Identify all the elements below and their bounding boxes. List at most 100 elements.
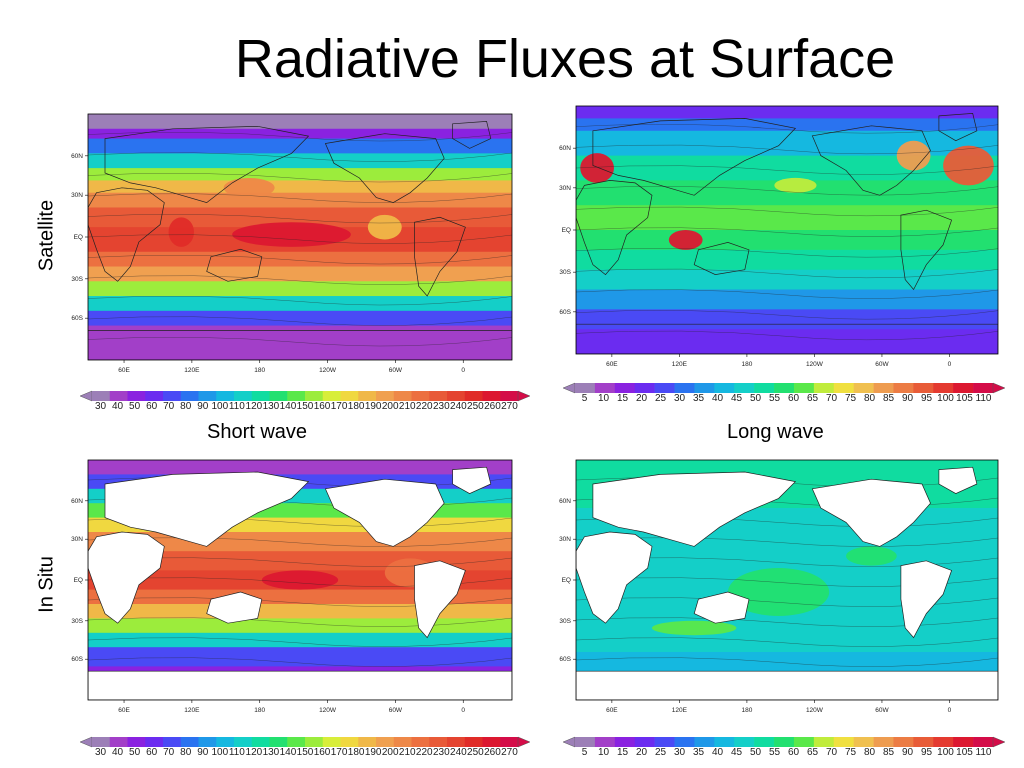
colorbar-level-label: 70 [825,393,838,404]
colorbar-level-label: 25 [654,393,667,404]
colorbar-swatch [447,391,466,401]
colorbar-level-label: 60 [787,747,800,758]
continent-outline [811,125,931,196]
continent-outline [576,531,653,624]
contour-line [576,637,998,647]
colorbar-swatch [833,737,854,747]
colorbar-swatch [251,391,270,401]
lat-tick-label: 60N [71,498,83,505]
flux-region [367,214,402,240]
contour-line [88,316,512,326]
colorbar-shortwave-top: 30 40 50 60 70 80 90 100 110 120 130 140 150 160 170 18… [79,389,531,417]
flux-band [88,310,512,327]
contour-line [88,295,512,306]
colorbar-level-label: 200 [381,401,399,412]
map-panel-shortwave-satellite: 60E 120E 180 120W 60W 0 60N 30N EQ 30S 60S [60,110,520,378]
lon-tick-label: 0 [948,707,952,714]
colorbar-level-label: 100 [211,747,229,758]
colorbar-level-label: 90 [901,747,914,758]
colorbar-swatch [500,737,519,747]
colorbar-swatch [464,391,483,401]
lon-tick-label: 0 [461,367,465,374]
colorbar-swatch [234,737,253,747]
continent-outline [414,216,466,297]
colorbar-level-label: 60 [146,401,158,412]
lon-tick-label: 60E [118,707,130,714]
lon-tick-label: 180 [254,367,265,374]
colorbar-svg [562,736,1006,748]
lon-tick-label: 60E [606,361,618,368]
colorbar-level-label: 50 [129,401,141,412]
colorbar-level-label: 140 [279,747,297,758]
colorbar-level-label: 30 [94,401,107,412]
colorbar-shortwave-bottom: 30 40 50 60 70 80 90 100 110 120 130 140 150 160 170 18… [79,735,531,763]
flux-region [261,570,339,590]
colorbar-swatch [674,383,695,393]
continent-outline [88,330,512,360]
lon-tick-label: 120E [672,361,688,368]
colorbar-labels: 5 10 15 20 25 30 35 40 45 50 55 60 65 70 75 80 85 90 95 100… [563,747,1005,759]
continent-outline [592,471,797,547]
colorbar-level-label: 110 [975,747,992,758]
colorbar-swatch [774,737,795,747]
lon-tick-label: 60E [118,367,130,374]
flux-band [88,325,512,360]
map-panel-longwave-satellite: 60E 120E 180 120W 60W 0 60N 30N EQ 30S 60S [548,102,1006,372]
colorbar-level-label: 65 [806,393,819,404]
flux-band [576,118,998,132]
colorbar-level-label: 200 [381,747,399,758]
colorbar-svg [79,736,531,748]
colorbar-level-label: 65 [806,747,819,758]
flux-band [88,604,512,619]
column-label-long-wave: Long wave [727,421,824,443]
colorbar-swatch [933,383,954,393]
colorbar-swatch [322,737,341,747]
colorbar-swatch [180,391,199,401]
colorbar-swatch [145,391,164,401]
map-panel-shortwave-in-situ: 60E 120E 180 120W 60W 0 60N 30N EQ 30S 60S [60,456,520,718]
lat-tick-label: 60S [71,315,83,322]
colorbar-swatch [973,737,994,747]
colorbar-level-label: 40 [711,393,724,404]
lon-tick-label: 120W [806,707,824,714]
continent-outline [324,478,445,547]
continent-outline [592,118,797,196]
colorbar-level-label: 250 [467,747,484,758]
colorbar-level-label: 95 [920,747,933,758]
colorbar-swatch [127,737,146,747]
lat-tick-label: 30N [559,536,571,543]
flux-band [576,289,998,310]
contour-line [88,275,512,285]
contour-line [576,268,998,279]
lat-tick-label: 60N [559,498,571,505]
colorbar-level-label: 240 [450,747,467,758]
flux-band [576,309,998,330]
colorbar-level-label: 220 [415,747,433,758]
colorbar-level-label: 70 [825,747,838,758]
lat-tick-label: 60N [559,145,571,152]
flux-band [576,130,998,157]
colorbar-swatch [287,737,306,747]
colorbar-level-label: 85 [882,747,895,758]
colorbar-swatch [694,737,715,747]
flux-band [576,249,998,271]
colorbar-swatch [411,737,430,747]
colorbar-longwave-top: 5 10 15 20 25 30 35 40 45 50 55 60 65 70 75 80 85 90 95 100… [562,381,1006,409]
colorbar-swatch [340,391,359,401]
colorbar-longwave-bottom: 5 10 15 20 25 30 35 40 45 50 55 60 65 70 75 80 85 90 95 100… [562,735,1006,763]
colorbar-swatch [734,737,755,747]
colorbar-swatch [833,383,854,393]
colorbar-swatch [287,391,306,401]
colorbar-level-label: 40 [111,401,124,412]
lon-tick-label: 120E [672,707,688,714]
colorbar-swatch [714,383,735,393]
colorbar-level-label: 95 [920,393,933,404]
colorbar-swatch [447,737,466,747]
colorbar-level-label: 15 [616,393,629,404]
colorbar-swatch [694,383,715,393]
colorbar-swatch [913,737,934,747]
lat-tick-label: 60S [559,309,571,316]
continent-outline [693,591,750,624]
colorbar-swatch [376,737,395,747]
colorbar-swatch [614,383,636,393]
